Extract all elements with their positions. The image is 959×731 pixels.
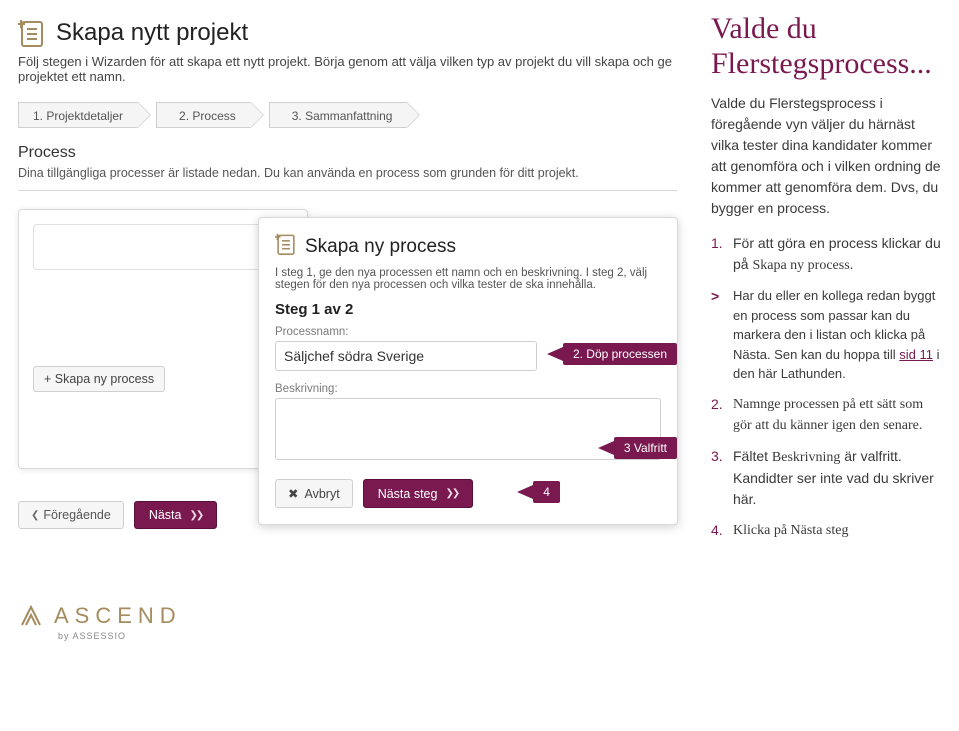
- process-name-label: Processnamn:: [275, 326, 661, 338]
- logo-mark-icon: [18, 605, 44, 627]
- previous-button-label: Föregående: [43, 508, 110, 522]
- cards-area: + Skapa ny process ❮ Föregående Nästa ❯❯: [18, 209, 677, 529]
- logo-brand-text: ASCEND: [54, 603, 182, 629]
- dialog-description: I steg 1, ge den nya processen ett namn …: [275, 267, 661, 291]
- next-button[interactable]: Nästa ❯❯: [134, 501, 217, 529]
- dialog-title: Skapa ny process: [305, 236, 456, 258]
- wizard-step-3[interactable]: 3. Sammanfattning: [269, 102, 408, 128]
- page-subtitle: Följ stegen i Wizarden för att skapa ett…: [18, 54, 677, 84]
- page-title: Skapa nytt projekt: [56, 19, 248, 47]
- close-icon: ✖: [288, 486, 298, 501]
- next-step-button[interactable]: Nästa steg ❯❯: [363, 479, 474, 508]
- cancel-button[interactable]: ✖ Avbryt: [275, 479, 353, 508]
- chevron-right-icon: ❯❯: [189, 510, 202, 521]
- help-lead: Valde du Flerstegsprocess i föregående v…: [711, 93, 945, 219]
- help-item-2: 2. Namnge processen på ett sätt som gör …: [711, 394, 945, 436]
- help-item-4: 4. Klicka på Nästa steg: [711, 520, 945, 541]
- main-column: Skapa nytt projekt Följ stegen i Wizarde…: [0, 0, 695, 731]
- help-item-1-number: 1.: [711, 233, 733, 276]
- chevron-left-icon: ❮: [31, 510, 37, 521]
- wizard-step-2[interactable]: 2. Process: [156, 102, 251, 128]
- help-item-3: 3. Fältet Beskrivning är valfritt. Kandi…: [711, 446, 945, 510]
- create-process-dialog: Skapa ny process I steg 1, ge den nya pr…: [258, 217, 678, 525]
- process-list-placeholder: [33, 224, 293, 270]
- process-name-input[interactable]: [275, 341, 537, 371]
- process-description-label: Beskrivning:: [275, 383, 661, 395]
- wizard-steps: 1. Projektdetaljer 2. Process 3. Sammanf…: [18, 102, 677, 128]
- callout-optional: 3 Valfritt: [614, 437, 677, 459]
- page-header: Skapa nytt projekt: [18, 18, 677, 48]
- help-panel: Valde du Flerstegsprocess... Valde du Fl…: [695, 0, 959, 731]
- help-item-3-number: 3.: [711, 446, 733, 510]
- help-tip-link[interactable]: sid 11: [899, 347, 933, 362]
- help-title: Valde du Flerstegsprocess...: [711, 12, 945, 81]
- wizard-step-1[interactable]: 1. Projektdetaljer: [18, 102, 138, 128]
- previous-button[interactable]: ❮ Föregående: [18, 501, 124, 529]
- help-item-4-number: 4.: [711, 520, 733, 541]
- next-button-label: Nästa: [149, 508, 182, 522]
- create-process-button[interactable]: + Skapa ny process: [33, 366, 165, 392]
- document-plus-icon: [275, 232, 297, 261]
- section-description: Dina tillgängliga processer är listade n…: [18, 166, 677, 191]
- wizard-nav: ❮ Föregående Nästa ❯❯: [18, 501, 217, 529]
- help-tip-marker: >: [711, 286, 733, 384]
- dialog-step-indicator: Steg 1 av 2: [275, 301, 661, 318]
- logo-byline: by ASSESSIO: [18, 631, 126, 641]
- new-project-icon: [18, 18, 46, 48]
- help-tip: > Har du eller en kollega redan byggt en…: [711, 286, 945, 384]
- chevron-right-icon: ❯❯: [445, 488, 458, 499]
- help-item-2-number: 2.: [711, 394, 733, 436]
- callout-four: 4: [533, 481, 560, 503]
- help-item-1: 1. För att göra en process klickar du på…: [711, 233, 945, 276]
- callout-rename: 2. Döp processen: [563, 343, 677, 365]
- section-title: Process: [18, 144, 677, 162]
- brand-logo: ASCEND by ASSESSIO: [18, 603, 677, 641]
- next-step-button-label: Nästa steg: [378, 487, 438, 501]
- cancel-button-label: Avbryt: [304, 487, 339, 501]
